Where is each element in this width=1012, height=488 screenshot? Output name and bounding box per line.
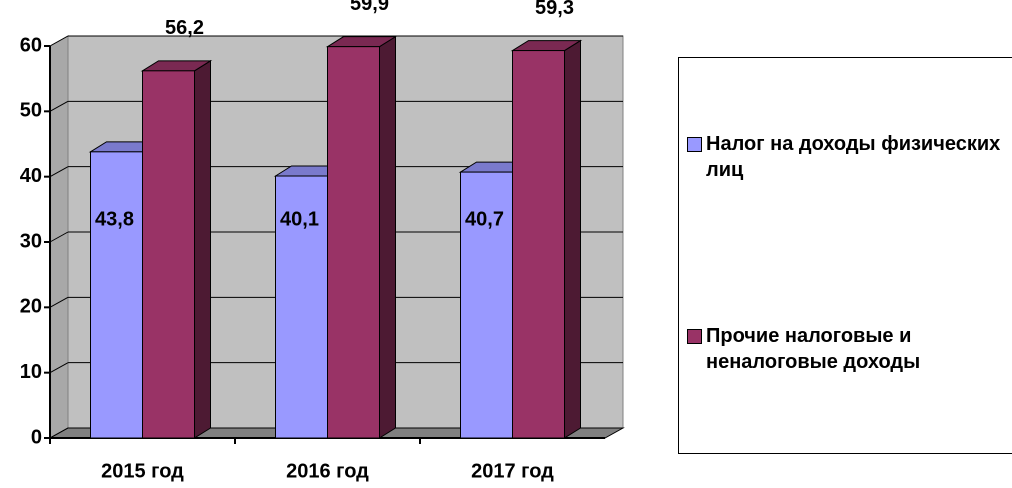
bar-side xyxy=(379,35,396,439)
data-label: 59,9 xyxy=(350,0,389,15)
y-tick-label: 40 xyxy=(20,165,42,187)
legend-item: Налог на доходы физических лиц xyxy=(687,131,1012,183)
grid-line xyxy=(49,100,69,112)
y-tick-label: 10 xyxy=(20,361,42,383)
bar-front xyxy=(327,46,380,439)
x-tick-label: 2017 год xyxy=(471,460,554,482)
x-tick-label: 2015 год xyxy=(101,460,184,482)
grid-line xyxy=(49,296,69,308)
legend-label: Прочие налоговые и неналоговые доходы xyxy=(706,325,921,373)
bar-front xyxy=(460,171,513,439)
bar-front xyxy=(512,50,565,439)
bar-side xyxy=(194,59,211,439)
legend-swatch xyxy=(687,137,702,152)
grid-line xyxy=(49,35,69,47)
x-tick-label: 2016 год xyxy=(286,460,369,482)
legend-label: Налог на доходы физических лиц xyxy=(706,133,1001,181)
grid-line xyxy=(49,166,69,178)
grid-line xyxy=(49,231,69,243)
bar-front xyxy=(90,151,143,439)
grid-line xyxy=(49,362,69,374)
bar-front xyxy=(142,70,195,439)
bar-side xyxy=(564,39,581,439)
bar-front xyxy=(275,175,328,439)
data-label: 59,3 xyxy=(535,0,574,19)
y-tick-label: 60 xyxy=(20,34,42,56)
bar xyxy=(140,59,213,439)
y-tick-label: 50 xyxy=(20,100,42,122)
bar xyxy=(325,35,398,439)
legend-item: Прочие налоговые и неналоговые доходы xyxy=(687,323,1012,375)
y-tick-label: 30 xyxy=(20,230,42,252)
legend-swatch xyxy=(687,329,702,344)
data-label: 43,8 xyxy=(95,208,134,230)
legend: Налог на доходы физических лиц Прочие нал… xyxy=(678,57,1012,454)
data-label: 56,2 xyxy=(165,17,204,39)
y-tick-label: 20 xyxy=(20,296,42,318)
y-tick-label: 0 xyxy=(31,426,42,448)
bar xyxy=(510,39,583,439)
data-label: 40,1 xyxy=(280,208,319,230)
grid-line xyxy=(49,427,69,439)
data-label: 40,7 xyxy=(465,208,504,230)
